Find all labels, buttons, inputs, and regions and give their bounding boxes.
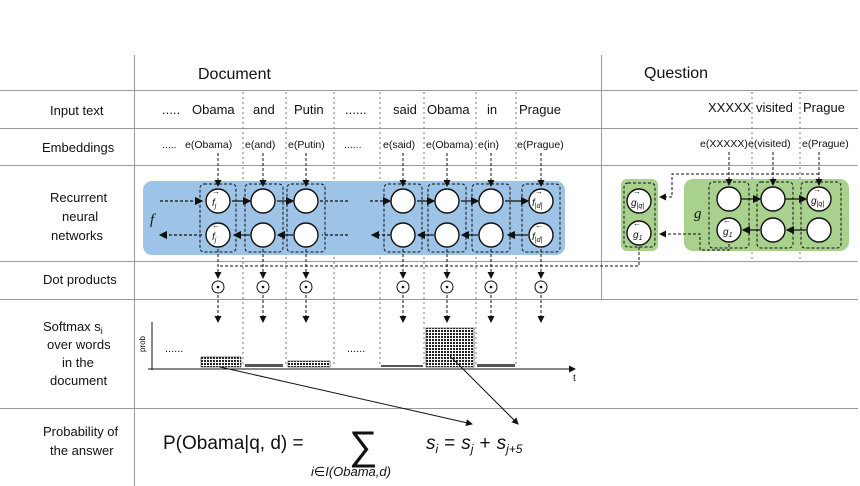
dot-product-node [440, 249, 454, 294]
softmax-bar-putin [287, 360, 331, 368]
row-label-softmax-1: Softmax si [43, 319, 103, 336]
row-label-softmax-3: in the [62, 355, 94, 370]
doc-embedding: e(Prague) [517, 139, 564, 151]
softmax-label-sub: i [101, 326, 103, 336]
row-label-dot: Dot products [43, 272, 117, 287]
fwd-first-label: fj [212, 198, 217, 210]
formula-lhs: P(Obama|q, d) = [163, 433, 304, 454]
doc-word: Obama [192, 102, 235, 117]
q-word: visited [756, 100, 793, 115]
softmax-bar-obama-2 [425, 327, 475, 368]
arrow-right-glyph: → [633, 187, 641, 196]
doc-embedding: ..... [162, 139, 177, 151]
doc-rnn-block [143, 181, 565, 255]
q-fwd-last-label: g|q| [811, 196, 824, 208]
doc-word: in [487, 102, 497, 117]
dot-product-node [534, 249, 548, 294]
q-word: XXXXX [708, 100, 752, 115]
doc-rnn-nodes [205, 188, 554, 248]
doc-rnn-arrows [158, 196, 530, 240]
doc-word: ..... [162, 102, 180, 117]
softmax-ellipsis: ...... [165, 343, 183, 355]
softmax-ylabel: prob [138, 335, 147, 352]
doc-word: said [393, 102, 417, 117]
row-label-softmax-4: document [50, 373, 107, 388]
fwd-last-label: f|d| [532, 198, 542, 210]
q-embedding: e(Prague) [802, 138, 849, 150]
doc-rnn-function-label: f [150, 212, 156, 228]
dot-product-node [396, 249, 410, 294]
softmax-xlabel: t [573, 373, 576, 384]
softmax-input-arrows [214, 295, 545, 323]
arrow-left-glyph: ← [535, 221, 543, 230]
row-label-embeddings: Embeddings [42, 140, 115, 155]
arrow-left-glyph: ← [723, 216, 731, 225]
dot-product-node [484, 249, 498, 294]
q-sep-bot-label: g1 [633, 230, 643, 242]
softmax-label-text: Softmax s [43, 319, 101, 334]
doc-word: Obama [427, 102, 470, 117]
doc-embedding: ...... [344, 139, 362, 151]
softmax-ellipsis: ...... [347, 343, 365, 355]
doc-word: Putin [294, 102, 324, 117]
q-embed-arrows [218, 152, 823, 267]
bwd-last-label: f|d| [532, 232, 542, 244]
doc-rnn-node-labels: fj → fj ← f|d| → f|d| ← [212, 187, 543, 244]
q-rnn-node-labels: g|q| → g1 ← g|q| → g1 ← [631, 185, 824, 242]
softmax-bar-and [245, 364, 283, 367]
softmax-bar-said [381, 365, 423, 367]
doc-embeddings: ..... e(Obama) e(and) e(Putin) ...... e(… [162, 139, 564, 151]
q-rnn-function-label: g [694, 206, 702, 222]
question-input-words: XXXXX visited Prague [708, 100, 845, 115]
doc-embedding: e(in) [478, 139, 499, 151]
q-bwd-first-label: g1 [723, 227, 733, 239]
row-label-prob-1: Probability of [43, 424, 119, 439]
sum-arrows [219, 355, 519, 427]
doc-embedding: e(Obama) [185, 139, 232, 151]
q-sep-top-label: g|q| [631, 198, 644, 210]
bwd-first-label: fj [212, 232, 217, 244]
arrow-right-glyph: → [535, 187, 543, 196]
doc-word: Prague [519, 102, 561, 117]
question-embeddings: e(XXXXX) e(visited) e(Prague) [700, 138, 849, 150]
q-embedding: e(XXXXX) [700, 138, 748, 150]
doc-embedding: e(said) [383, 139, 415, 151]
softmax-bar-obama [200, 356, 242, 368]
row-label-softmax-2: over words [47, 337, 111, 352]
row-label-input: Input text [50, 103, 104, 118]
formula-sum: ∑ [349, 424, 378, 468]
row-label-rnn-2: neural [62, 209, 98, 224]
dot-product-node [211, 249, 225, 294]
dot-product-node [256, 249, 270, 294]
row-label-prob-2: the answer [50, 443, 114, 458]
dot-products [211, 249, 548, 294]
doc-word: and [253, 102, 275, 117]
arrow-right-glyph: → [212, 187, 220, 196]
question-header: Question [644, 65, 708, 82]
table-grid [0, 55, 858, 486]
q-rnn-nodes [626, 186, 832, 246]
arrow-left-glyph: ← [212, 221, 220, 230]
q-embedding: e(visited) [748, 138, 791, 150]
softmax-plot: prob t ...... ...... [138, 322, 576, 384]
doc-embedding: e(Putin) [288, 139, 325, 151]
q-word: Prague [803, 100, 845, 115]
softmax-bar-in [477, 364, 515, 367]
doc-embedding: e(and) [245, 139, 275, 151]
doc-embed-arrows [214, 153, 545, 187]
formula-rhs: si = sj + sj+5 [426, 433, 523, 456]
formula-sum-index: i∈I(Obama,d) [311, 464, 391, 479]
q-rnn-arrows [741, 194, 808, 235]
arrow-left-glyph: ← [633, 219, 641, 228]
doc-word: ...... [345, 102, 367, 117]
row-label-rnn-3: networks [51, 228, 104, 243]
arrow-right-glyph: → [813, 185, 821, 194]
dot-product-node [299, 249, 313, 294]
doc-input-words: ..... Obama and Putin ...... said Obama … [162, 102, 561, 117]
probability-formula: P(Obama|q, d) = ∑ i∈I(Obama,d) si = sj + sj+… [163, 424, 523, 479]
document-header: Document [198, 66, 271, 83]
doc-embedding: e(Obama) [426, 139, 473, 151]
row-label-rnn-1: Recurrent [50, 190, 107, 205]
